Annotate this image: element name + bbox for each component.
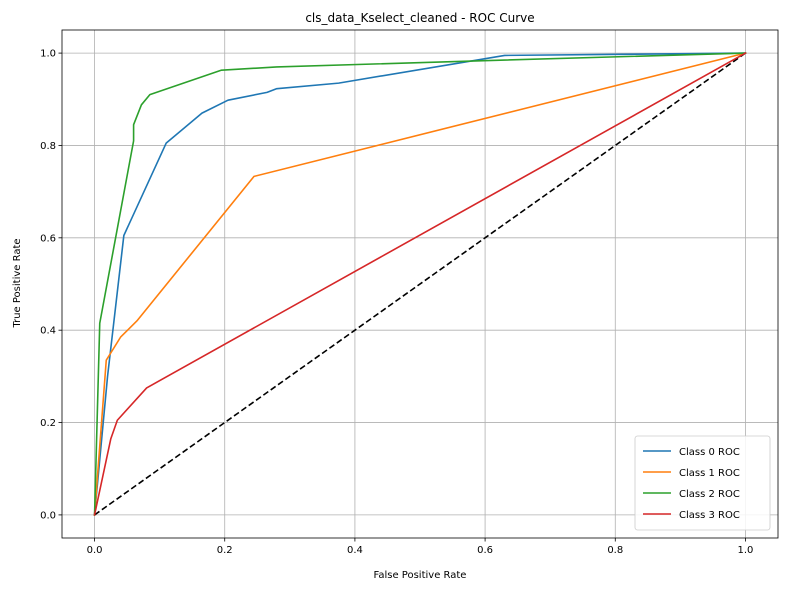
plot-frame (61, 29, 779, 539)
legend: Class 0 ROC Class 1 ROC Class 2 ROC Class 3… (634, 435, 771, 531)
x-tick-label: 0.8 (607, 545, 623, 556)
chart-title: cls_data_Kselect_cleaned - ROC Curve (305, 11, 534, 25)
grid-lines (62, 30, 778, 538)
series-line-class-0 (93, 52, 747, 516)
y-tick-label: 1.0 (40, 49, 56, 60)
y-tick-label: 0.8 (40, 141, 56, 152)
y-axis-label: True Positive Rate (12, 238, 23, 328)
legend-label: Class 1 ROC (679, 468, 740, 479)
x-tick-label: 1.0 (738, 545, 754, 556)
legend-label: Class 3 ROC (679, 510, 740, 521)
y-tick-label: 0.6 (40, 233, 56, 244)
x-tick-label: 0.2 (217, 545, 233, 556)
reference-line-group (94, 52, 746, 516)
legend-box (634, 435, 771, 531)
x-tick-label: 0.0 (87, 545, 103, 556)
x-tick-label: 0.6 (477, 545, 493, 556)
series-line-class-3 (93, 52, 747, 516)
reference-diagonal-line (94, 52, 746, 516)
y-tick-label: 0.2 (40, 418, 56, 429)
x-tick-label: 0.4 (347, 545, 363, 556)
series-line-class-2 (93, 52, 747, 516)
x-axis-label: False Positive Rate (374, 570, 467, 581)
series-line-class-1 (93, 52, 747, 516)
series-lines (93, 52, 747, 516)
axis-ticks: 0.0 0.2 0.4 0.6 0.8 1.0 0.0 0.2 0.4 0.6 0.8 1.0 (40, 49, 753, 556)
y-tick-label: 0.0 (40, 510, 56, 521)
legend-label: Class 0 ROC (679, 447, 740, 458)
legend-label: Class 2 ROC (679, 489, 740, 500)
y-tick-label: 0.4 (40, 326, 56, 337)
